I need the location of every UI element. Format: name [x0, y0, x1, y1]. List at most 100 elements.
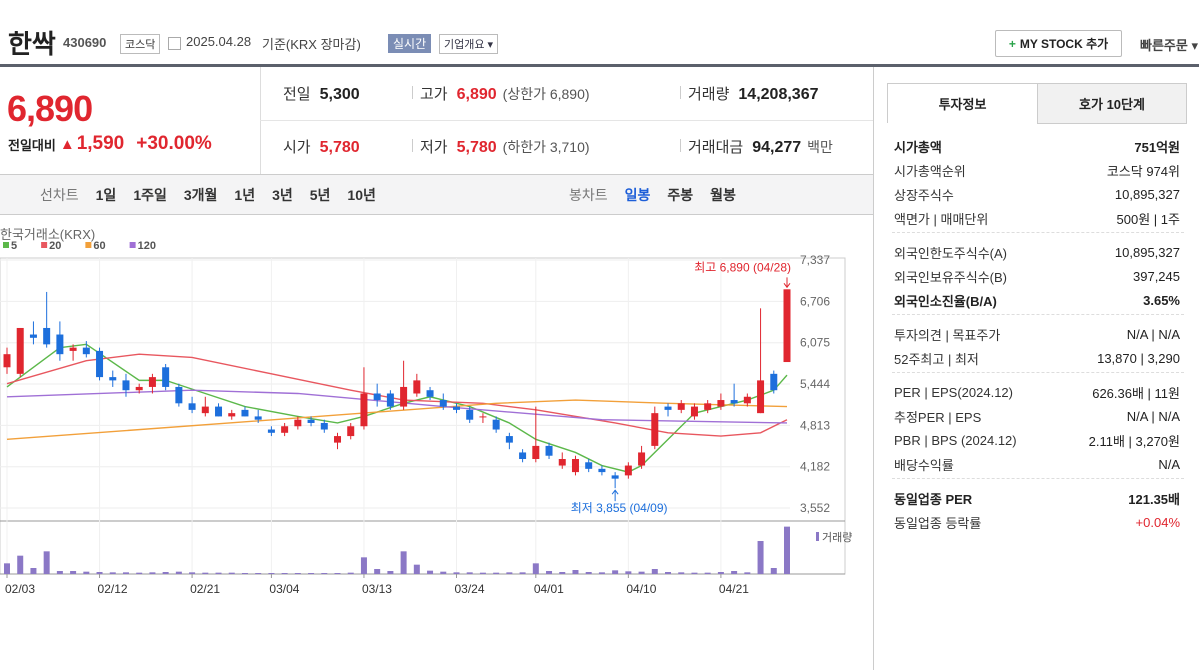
volume-bar [678, 572, 685, 574]
calendar-icon [168, 37, 181, 50]
volume-bar [625, 571, 632, 574]
info-label: 외국인보유주식수(B) [894, 269, 1008, 285]
summary-label: 시가 [283, 139, 311, 156]
volume-bar [704, 572, 711, 574]
summary-value: 14,208,367 [738, 86, 819, 103]
legend-label: 20 [49, 240, 61, 252]
ma-line [6, 353, 788, 437]
candle-body [148, 377, 156, 387]
candle-body [571, 459, 579, 473]
candle-body [320, 422, 328, 430]
candle-body [519, 452, 527, 460]
info-row: 외국인보유주식수(B) 397,245 [894, 264, 1180, 288]
period-tab[interactable]: 3년 [272, 187, 293, 203]
summary-item: 시가 5,780 [283, 136, 360, 157]
candle-body [677, 403, 685, 410]
volume-bar [572, 570, 579, 574]
info-row: 상장주식수 10,895,327 [894, 182, 1180, 206]
volume-bar [202, 572, 209, 574]
candle-body [43, 327, 51, 345]
section-rule [892, 232, 1184, 233]
info-row: 시가총액순위 코스닥 974위 [894, 158, 1180, 182]
section-rule [892, 478, 1184, 479]
info-row: 52주최고 | 최저 13,870 | 3,290 [894, 346, 1180, 370]
y-tick-label: 6,706 [800, 294, 830, 308]
candle-body [505, 436, 513, 443]
change-line: 전일대비 ▲ 1,590 +30.00% [8, 133, 212, 155]
info-row: PBR | BPS (2024.12) 2.11배 | 3,270원 [894, 428, 1180, 452]
candle-body [82, 347, 90, 355]
legend-label: 5 [11, 240, 17, 252]
candle-tab[interactable]: 월봉 [710, 187, 736, 203]
realtime-badge[interactable]: 실시간 [388, 34, 432, 53]
volume-bar [334, 573, 341, 574]
period-tab[interactable]: 5년 [309, 187, 331, 203]
candle-tab[interactable]: 일봉 [624, 187, 651, 203]
candle-body [16, 327, 24, 374]
info-label: 액면가 | 매매단위 [894, 211, 989, 227]
candle-tab[interactable]: 주봉 [667, 187, 694, 203]
volume-bar [466, 572, 473, 574]
volume-bar [413, 564, 420, 574]
period-tab[interactable]: 3개월 [183, 187, 218, 203]
period-tab[interactable]: 1주일 [133, 187, 167, 203]
separator [680, 139, 681, 152]
quick-order[interactable]: 빠른주문 ▾ [1140, 38, 1198, 53]
volume-bar [189, 572, 196, 574]
candle-body [783, 289, 791, 363]
header-rule [0, 64, 1199, 67]
info-row: 외국인소진율(B/A) 3.65% [894, 288, 1180, 312]
volume-bar [651, 569, 658, 574]
period-tab[interactable]: 1년 [234, 187, 256, 203]
legend-swatch [41, 242, 48, 248]
candle-body [373, 393, 381, 401]
y-tick-label: 3,552 [800, 501, 830, 515]
info-value: 2.11배 | 3,270원 [1088, 433, 1180, 449]
volume-bar [665, 572, 672, 574]
volume-bar [294, 573, 301, 574]
candle-body [400, 386, 408, 407]
volume-legend-swatch [816, 532, 819, 541]
change: 1,590 [76, 133, 125, 154]
panel-tab[interactable]: 호가 10단계 [1037, 83, 1187, 124]
volume-bar [17, 555, 24, 574]
summary-item: 저가 5,780 (하한가 3,710) [420, 136, 590, 157]
candle-body [109, 377, 117, 381]
annotation-arrowhead [611, 489, 619, 495]
candle-body [162, 367, 170, 387]
mystock-button[interactable]: + MY STOCK 추가 [995, 30, 1122, 57]
info-label: 시가총액순위 [894, 163, 966, 179]
volume-bar [559, 572, 566, 574]
period-tab[interactable]: 10년 [347, 187, 376, 203]
volume-bar [4, 563, 10, 574]
volume-bar [96, 572, 103, 574]
candle-body [757, 380, 765, 414]
info-value: N/A | N/A [1126, 408, 1180, 424]
candle-body [135, 386, 143, 391]
info-row: 액면가 | 매매단위 500원 | 1주 [894, 206, 1180, 230]
candle-body [122, 380, 130, 391]
candle-body [386, 393, 394, 407]
candle-body [188, 403, 196, 410]
volume-bar [400, 551, 407, 574]
y-tick-label: 6,075 [800, 336, 830, 350]
company-button[interactable]: 기업개요 ▾ [439, 34, 499, 54]
candle-body [651, 413, 659, 446]
summary-value: 94,277 [752, 139, 802, 156]
summary-extra: (하한가 3,710) [502, 139, 590, 155]
panel-tab[interactable]: 투자정보 [887, 83, 1038, 123]
candle-body [532, 445, 540, 460]
up-icon: ▲ [59, 135, 75, 153]
volume-bar [506, 572, 513, 574]
info-value: 626.36배 | 11원 [1092, 385, 1180, 401]
volume-bar [731, 571, 738, 574]
x-tick-label: 02/12 [98, 582, 128, 596]
annotation: 최고 6,890 (04/28) [694, 260, 791, 274]
candle-body [228, 413, 236, 417]
info-label: 외국인소진율(B/A) [894, 293, 997, 309]
period-tab[interactable]: 1일 [95, 187, 117, 203]
volume-bar [321, 573, 328, 574]
candle-body [466, 409, 474, 420]
volume-legend: 거래량 [822, 531, 852, 544]
info-label: 추정PER | EPS [894, 409, 982, 425]
